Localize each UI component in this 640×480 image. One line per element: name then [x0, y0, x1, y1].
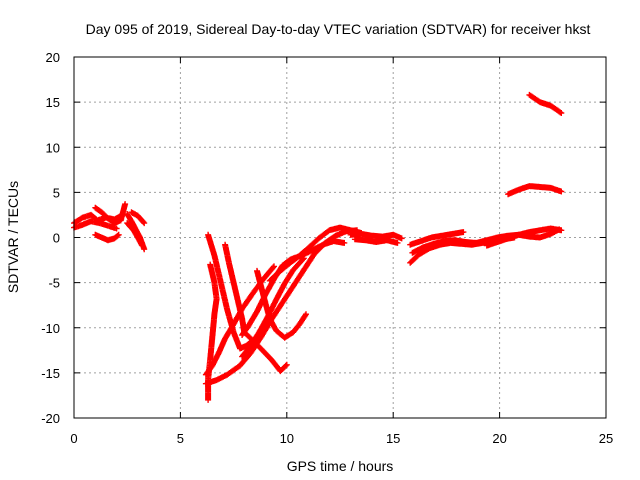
data-arc — [124, 220, 146, 249]
x-tick-label: 10 — [280, 431, 294, 446]
y-tick-label: 0 — [53, 231, 60, 246]
y-tick-label: -10 — [41, 321, 60, 336]
grid-lines — [74, 57, 606, 418]
chart-title: Day 095 of 2019, Sidereal Day-to-day VTE… — [86, 21, 591, 37]
data-arc — [128, 209, 148, 227]
data-point-markers — [347, 230, 405, 242]
x-tick-label: 20 — [492, 431, 506, 446]
data-point-markers — [266, 224, 365, 284]
data-point-markers — [128, 209, 148, 227]
data-point-markers — [254, 267, 309, 341]
data-point-markers — [124, 220, 146, 249]
data-arc — [92, 231, 122, 244]
data-point-markers — [202, 227, 360, 387]
data-point-markers — [92, 231, 122, 244]
y-tick-label: 15 — [46, 95, 60, 110]
data-point-markers — [351, 236, 401, 246]
data-points — [71, 91, 565, 403]
axis-ticks: 0 5 10 15 20 25 20 15 10 5 0 -5 -10 -15 -20 — [41, 50, 613, 446]
y-tick-label: 5 — [53, 185, 60, 200]
y-axis-label: SDTVAR / TECUs — [5, 181, 21, 293]
y-tick-label: 20 — [46, 50, 60, 65]
data-point-markers — [92, 201, 129, 227]
data-arc — [483, 225, 565, 249]
data-arc — [222, 241, 248, 336]
x-tick-label: 25 — [599, 431, 613, 446]
x-tick-label: 15 — [386, 431, 400, 446]
data-arc — [92, 201, 129, 227]
data-point-markers — [222, 241, 248, 336]
x-tick-label: 0 — [70, 431, 77, 446]
y-tick-label: -15 — [41, 366, 60, 381]
x-tick-label: 5 — [177, 431, 184, 446]
y-tick-label: -5 — [48, 276, 60, 291]
data-point-markers — [241, 329, 290, 375]
x-axis-label: GPS time / hours — [287, 458, 394, 474]
data-arc — [505, 183, 565, 198]
data-point-markers — [483, 225, 565, 249]
y-tick-label: -20 — [41, 411, 60, 426]
data-arc — [526, 91, 565, 116]
data-arc — [241, 329, 290, 375]
data-arc — [351, 236, 401, 246]
y-tick-label: 10 — [46, 140, 60, 155]
data-arc — [254, 267, 309, 341]
data-arc — [407, 229, 467, 248]
data-arc — [347, 230, 405, 242]
data-point-markers — [505, 183, 565, 198]
data-arc — [202, 227, 360, 387]
data-point-markers — [407, 229, 467, 248]
data-arc — [266, 224, 365, 284]
data-point-markers — [526, 91, 565, 116]
